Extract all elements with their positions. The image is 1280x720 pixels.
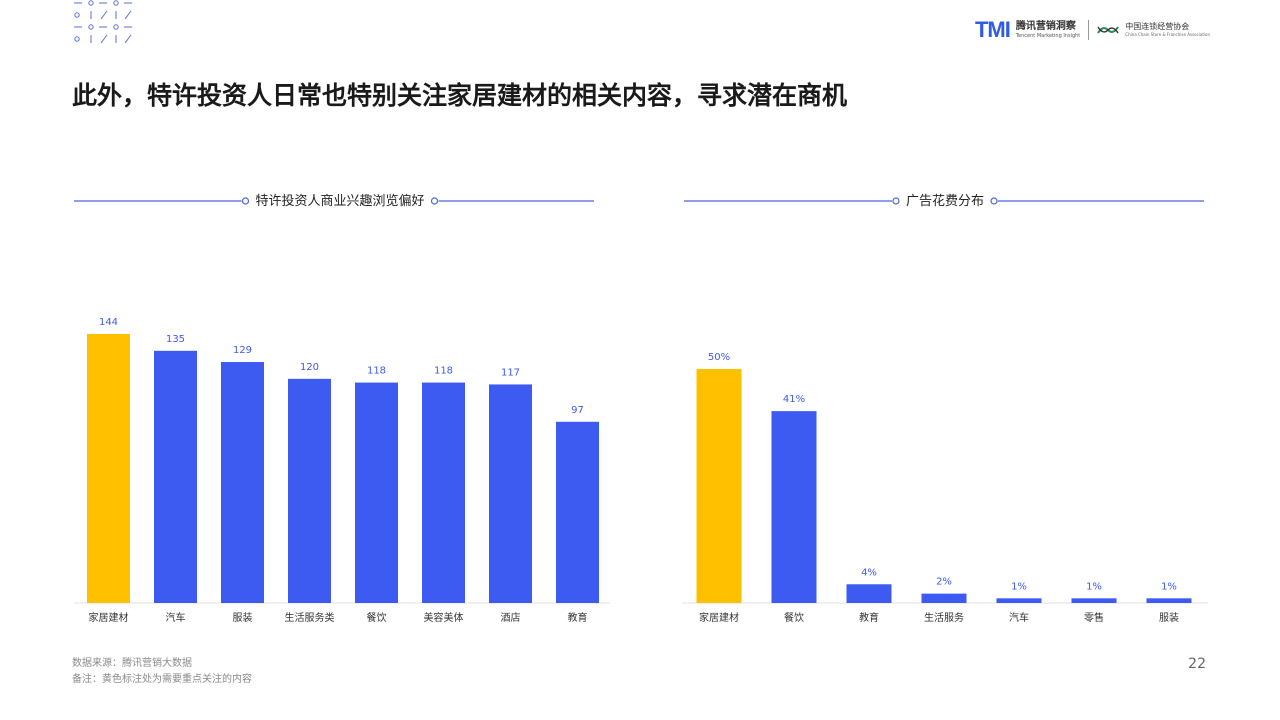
bar-零售	[1071, 598, 1117, 603]
data-label: 135	[166, 334, 185, 345]
tmi-logo: TMI	[974, 17, 1011, 42]
data-label: 1%	[1161, 581, 1177, 592]
category-label: 美容美体	[424, 611, 464, 624]
bar-汽车	[996, 598, 1042, 603]
chart-interest-preference: 特许投资人商业兴趣浏览偏好 144 家居建材 135 汽车 129 服装 120 生活服务类 11…	[74, 193, 610, 624]
data-label: 1%	[1011, 581, 1027, 592]
logo-divider	[1088, 20, 1090, 40]
bar-家居建材	[87, 334, 130, 603]
bar-汽车	[154, 350, 197, 603]
category-label: 汽车	[1009, 611, 1029, 624]
title-rule-dot-left	[892, 197, 900, 205]
highlight-note: 备注：黄色标注处为需要重点关注的内容	[72, 674, 252, 685]
data-label: 118	[434, 366, 453, 377]
chart-ad-spend-distribution: 广告花费分布 50% 家居建材 41% 餐饮 4% 教育 2% 生活服务 1% 汽车 1% 零售 1% 服装	[682, 193, 1208, 624]
data-label: 1%	[1086, 581, 1102, 592]
bar-家居建材	[696, 369, 742, 603]
data-label: 50%	[708, 352, 730, 363]
category-label: 教育	[859, 611, 879, 624]
chart-title: 特许投资人商业兴趣浏览偏好	[255, 193, 424, 209]
bar-餐饮	[355, 382, 398, 603]
data-label: 129	[233, 345, 252, 356]
bar-教育	[846, 584, 892, 603]
bar-服装	[1146, 598, 1192, 603]
category-label: 餐饮	[367, 611, 387, 624]
data-label: 2%	[936, 577, 952, 588]
data-label: 118	[367, 366, 386, 377]
data-label: 41%	[783, 394, 805, 405]
data-label: 120	[300, 362, 319, 373]
tmi-name: 腾讯营销洞察	[1015, 20, 1076, 32]
decorative-pattern	[74, 0, 132, 44]
ccfa-name: 中国连锁经营协会	[1125, 22, 1190, 31]
header-logos: TMI 腾讯营销洞察 Tencent Marketing Insight 中国连…	[974, 17, 1210, 42]
data-source-note: 数据来源：腾讯营销大数据	[72, 658, 192, 669]
bar-餐饮	[771, 411, 817, 603]
data-label: 97	[571, 405, 584, 416]
page-number: 22	[1188, 656, 1206, 672]
footer-notes: 数据来源：腾讯营销大数据 备注：黄色标注处为需要重点关注的内容	[72, 656, 252, 688]
category-label: 餐饮	[784, 611, 804, 624]
category-label: 酒店	[501, 611, 521, 624]
category-label: 服装	[1159, 611, 1179, 624]
category-label: 服装	[233, 611, 253, 624]
category-label: 家居建材	[89, 611, 129, 624]
title-rule-dot-right	[990, 197, 998, 205]
page-title: 此外，特许投资人日常也特别关注家居建材的相关内容，寻求潜在商机	[72, 81, 848, 110]
category-label: 家居建材	[699, 611, 739, 624]
category-label: 教育	[568, 611, 588, 624]
category-label: 汽车	[166, 611, 186, 624]
bar-教育	[556, 421, 599, 603]
category-label: 零售	[1084, 611, 1104, 624]
chart-title: 广告花费分布	[906, 193, 984, 209]
ccfa-logo-icon	[1097, 26, 1120, 34]
title-rule-dot-left	[241, 197, 250, 205]
data-label: 117	[501, 367, 520, 378]
bar-美容美体	[422, 382, 465, 603]
bar-生活服务	[921, 593, 967, 603]
bar-生活服务类	[288, 378, 331, 603]
category-label: 生活服务	[924, 611, 964, 624]
ccfa-en: China Chain Store & Franchise Associatio…	[1125, 32, 1210, 37]
bar-酒店	[489, 384, 532, 603]
category-label: 生活服务类	[285, 611, 335, 624]
title-rule-dot-right	[430, 197, 439, 205]
data-label: 144	[99, 317, 118, 328]
data-label: 4%	[861, 567, 877, 578]
tmi-en: Tencent Marketing Insight	[1015, 32, 1081, 39]
bar-服装	[221, 362, 264, 603]
